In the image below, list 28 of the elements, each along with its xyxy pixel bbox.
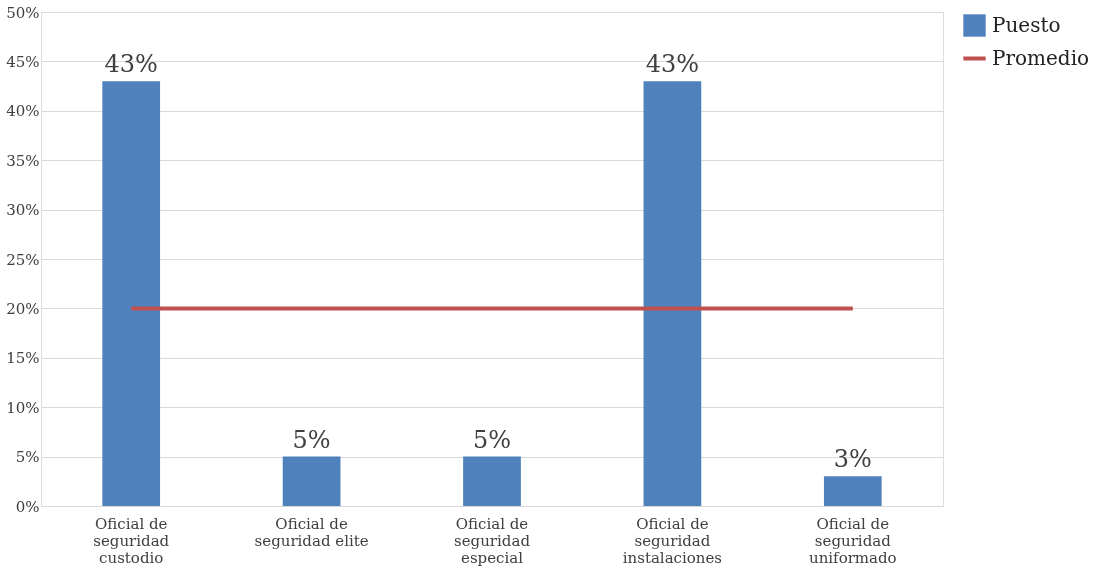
x-tick-label: Oficial de seguridad custodio <box>93 514 170 567</box>
y-tick-label: 40% <box>6 102 40 121</box>
data-label: 5% <box>292 425 331 454</box>
y-tick-label: 0% <box>15 497 40 516</box>
bar <box>102 81 161 506</box>
y-tick-label: 5% <box>15 448 40 467</box>
data-label: 3% <box>833 445 872 474</box>
x-tick-label: Oficial de seguridad especial <box>454 514 531 567</box>
y-tick-label: 50% <box>6 3 40 22</box>
y-tick-label: 25% <box>6 250 40 269</box>
bar <box>643 81 702 506</box>
y-tick-label: 45% <box>6 52 40 71</box>
bar <box>823 476 882 506</box>
data-label: 5% <box>472 425 512 454</box>
data-label: 43% <box>645 50 700 79</box>
y-tick-label: 20% <box>6 299 40 318</box>
bar <box>282 456 341 506</box>
bar <box>463 456 521 506</box>
data-label: 43% <box>104 50 158 79</box>
x-tick-label: Oficial de seguridad uniformado <box>808 514 897 567</box>
y-tick-label: 35% <box>6 151 40 170</box>
y-tick-label: 10% <box>6 398 40 417</box>
y-tick-label: 15% <box>6 349 40 368</box>
y-tick-label: 30% <box>6 201 40 220</box>
x-tick-label: Oficial de seguridad elite <box>254 514 369 550</box>
legend-label: Puesto <box>992 12 1061 37</box>
legend-label: Promedio <box>992 45 1090 70</box>
x-tick-label: Oficial de seguridad instalaciones <box>622 514 723 567</box>
